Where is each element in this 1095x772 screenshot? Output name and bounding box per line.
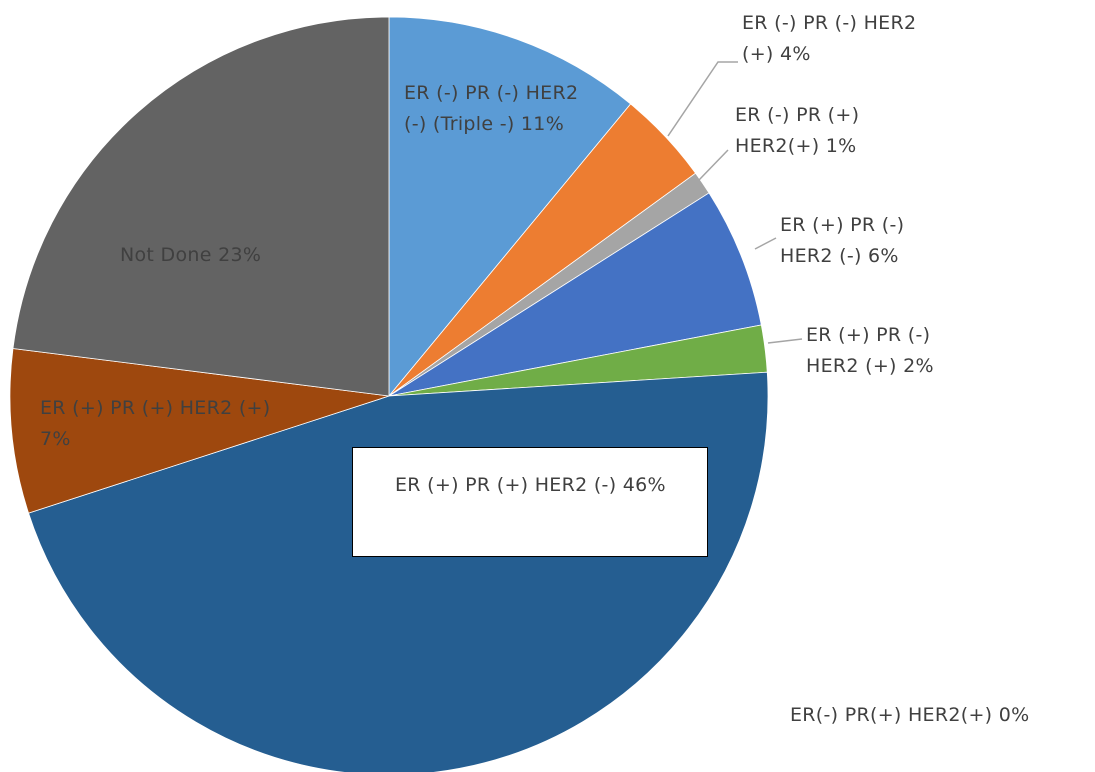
category-label: ER (+) PR (-) HER2 (+): [806, 324, 931, 377]
pie-slice: [12, 16, 390, 397]
pie-slice: [9, 348, 390, 514]
leader-line: [754, 237, 777, 250]
category-label: ER (-) PR (-) HER2 (-) (Triple -): [404, 82, 579, 135]
category-label: ER (-) PR (+) HER2(+): [735, 104, 860, 157]
category-label: ER (-) PR (-) HER2 (+): [742, 12, 917, 65]
value-label: 2%: [903, 355, 934, 377]
leader-line: [767, 338, 803, 344]
data-label: ER(-) PR(+) HER2(+) 0%: [790, 700, 1090, 731]
leader-line: [667, 61, 738, 137]
pie-slice: [388, 16, 632, 398]
data-label: ER (+) PR (+) HER2 (+) 7%: [40, 393, 295, 455]
leader-line: [698, 149, 729, 181]
value-label: 7%: [40, 428, 71, 450]
data-label: ER (+) PR (-) HER2 (+) 2%: [806, 320, 981, 382]
value-label: 46%: [622, 474, 666, 496]
category-label: ER(-) PR(+) HER2(+): [790, 704, 993, 726]
pie-slice: [388, 192, 762, 397]
data-label: ER (-) PR (-) HER2 (-) (Triple -) 11%: [404, 78, 589, 140]
data-label: ER (-) PR (-) HER2 (+) 4%: [742, 8, 917, 70]
data-label: ER (-) PR (+) HER2(+) 1%: [735, 100, 910, 162]
category-label: ER (+) PR (-) HER2 (-): [780, 214, 905, 267]
data-label: ER (+) PR (-) HER2 (-) 6%: [780, 210, 955, 272]
data-label: ER (+) PR (+) HER2 (-) 46%: [395, 470, 695, 501]
category-label: ER (+) PR (+) HER2 (+): [40, 397, 271, 419]
value-label: 23%: [218, 244, 262, 266]
data-label: Not Done 23%: [120, 240, 420, 271]
category-label: ER (+) PR (+) HER2 (-): [395, 474, 617, 496]
value-label: 4%: [780, 43, 811, 65]
value-label: 0%: [998, 704, 1030, 726]
value-label: 1%: [825, 135, 857, 157]
leader-lines: [667, 61, 803, 344]
value-label: 6%: [868, 245, 899, 267]
label-box: [352, 447, 708, 557]
category-label: Not Done: [120, 244, 212, 266]
value-label: 11%: [520, 113, 565, 135]
